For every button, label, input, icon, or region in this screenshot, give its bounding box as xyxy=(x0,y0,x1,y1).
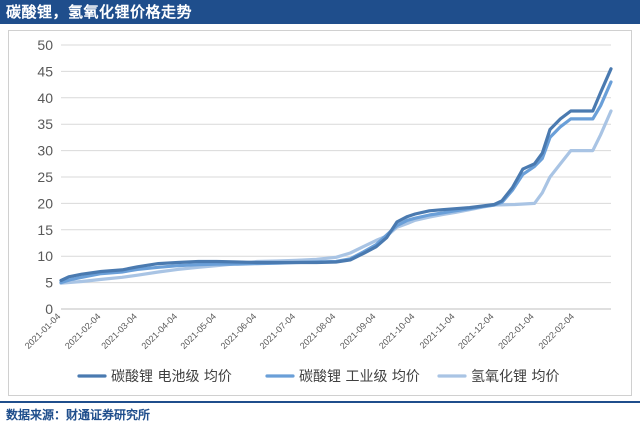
chart-title: 碳酸锂，氢氧化锂价格走势 xyxy=(6,3,193,21)
y-tick-label: 0 xyxy=(45,301,53,317)
footer-divider xyxy=(0,401,640,403)
legend-label: 氢氧化锂 均价 xyxy=(471,369,559,385)
legend-label: 碳酸锂 电池级 均价 xyxy=(111,369,232,385)
x-tick-label: 2021-07-04 xyxy=(258,311,298,351)
x-tick-label: 2021-06-04 xyxy=(219,311,259,351)
legend-label: 碳酸锂 工业级 均价 xyxy=(299,369,420,385)
y-tick-label: 30 xyxy=(37,143,53,159)
chart-frame: 0 5 10 15 20 25 30 35 40 45 50 2021-01-04 2021-02-04… xyxy=(8,30,632,396)
x-tick-label: 2022-02-04 xyxy=(536,311,576,351)
x-tick-label: 2021-08-04 xyxy=(298,311,338,351)
x-tick-label: 2021-12-04 xyxy=(456,311,496,351)
y-tick-label: 45 xyxy=(37,63,53,79)
x-tick-label: 2021-03-04 xyxy=(99,311,139,351)
x-tick-label: 2021-05-04 xyxy=(178,311,218,351)
data-source: 数据来源：财通证券研究所 xyxy=(6,408,151,422)
x-tick-label: 2021-09-04 xyxy=(338,311,378,351)
x-tick-label: 2021-04-04 xyxy=(140,311,180,351)
y-tick-label: 35 xyxy=(37,116,53,132)
x-tick-label: 2021-02-04 xyxy=(63,311,103,351)
series-line xyxy=(59,80,613,285)
y-tick-label: 50 xyxy=(37,37,53,53)
x-tick-label: 2022-01-04 xyxy=(496,311,536,351)
line-chart: 0 5 10 15 20 25 30 35 40 45 50 2021-01-04 2021-02-04… xyxy=(23,37,613,385)
x-tick-label: 2021-10-04 xyxy=(377,311,417,351)
y-tick-label: 15 xyxy=(37,222,53,238)
y-tick-label: 20 xyxy=(37,195,53,211)
series-line xyxy=(59,67,613,283)
y-tick-label: 10 xyxy=(37,248,53,264)
series-line xyxy=(59,109,613,285)
y-tick-label: 40 xyxy=(37,90,53,106)
y-tick-label: 5 xyxy=(45,275,53,291)
x-tick-label: 2021-11-04 xyxy=(418,311,457,350)
y-tick-label: 25 xyxy=(37,169,53,185)
chart-title-bar: 碳酸锂，氢氧化锂价格走势 xyxy=(0,0,640,24)
x-tick-label: 2021-01-04 xyxy=(23,311,63,351)
